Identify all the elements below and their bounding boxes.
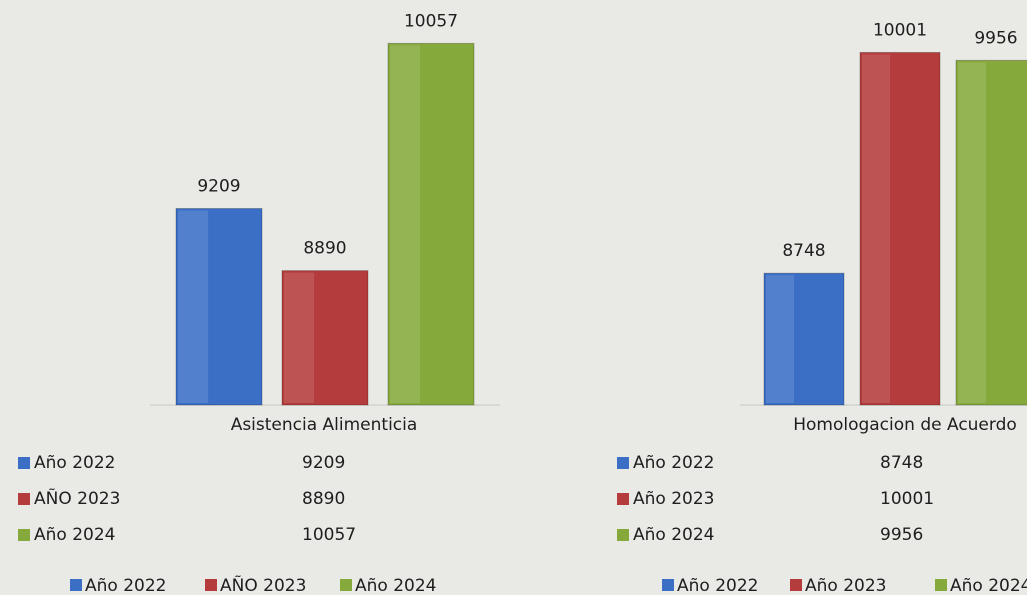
bar <box>955 59 1027 406</box>
bar <box>763 272 845 406</box>
legend-swatch <box>340 579 352 591</box>
table-swatch <box>617 457 629 469</box>
table-value: 8748 <box>880 453 923 473</box>
table-series-name: Año 2022 <box>34 453 115 473</box>
bar-highlight <box>862 54 890 403</box>
legend-label: Año 2023 <box>805 576 886 595</box>
table-series-name: AÑO 2023 <box>34 487 120 509</box>
data-label: 8748 <box>782 241 825 261</box>
table-swatch <box>617 529 629 541</box>
x-tick-label: Asistencia Alimenticia <box>231 415 418 435</box>
bar-highlight <box>284 272 315 403</box>
table-series-name: Año 2023 <box>633 489 714 509</box>
legend-label: Año 2022 <box>85 576 166 595</box>
data-label: 10001 <box>873 20 927 40</box>
bar-highlight <box>390 45 421 403</box>
table-value: 9956 <box>880 525 923 545</box>
data-label: 10057 <box>404 11 458 31</box>
bar <box>281 270 369 406</box>
table-series-name: Año 2024 <box>633 525 714 545</box>
legend-swatch <box>935 579 947 591</box>
table-swatch <box>18 529 30 541</box>
bar <box>175 208 263 406</box>
data-label: 8890 <box>303 239 346 259</box>
table-series-name: Año 2022 <box>633 453 714 473</box>
table-value: 10057 <box>302 525 356 545</box>
table-value: 9209 <box>302 453 345 473</box>
legend-label: Año 2024 <box>355 576 436 595</box>
bar-highlight <box>766 275 794 403</box>
legend-swatch <box>790 579 802 591</box>
data-label: 9956 <box>974 28 1017 48</box>
table-swatch <box>18 457 30 469</box>
bar <box>387 42 475 406</box>
table-value: 10001 <box>880 489 934 509</box>
table-series-name: Año 2024 <box>34 525 115 545</box>
bar-highlight <box>178 210 209 403</box>
legend-swatch <box>205 579 217 591</box>
legend-label: Año 2024 <box>950 576 1027 595</box>
table-swatch <box>18 493 30 505</box>
legend-label: AÑO 2023 <box>220 574 306 595</box>
legend-swatch <box>662 579 674 591</box>
table-swatch <box>617 493 629 505</box>
data-label: 9209 <box>197 177 240 197</box>
legend-swatch <box>70 579 82 591</box>
x-tick-label: Homologacion de Acuerdo <box>793 415 1017 435</box>
bar-highlight <box>958 62 986 403</box>
table-value: 8890 <box>302 489 345 509</box>
legend-label: Año 2022 <box>677 576 758 595</box>
bar <box>859 51 941 406</box>
